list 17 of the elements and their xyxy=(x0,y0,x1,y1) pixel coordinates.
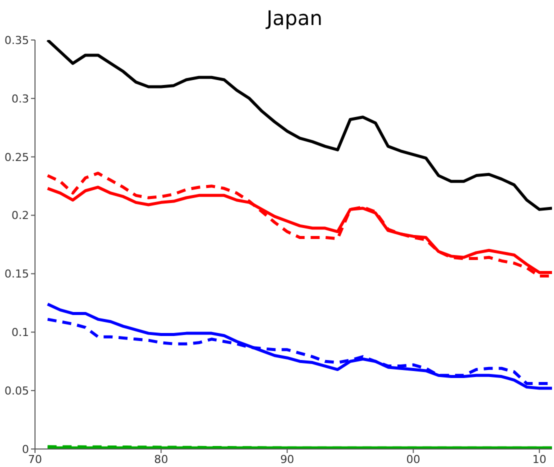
y-tick-label: 0.1 xyxy=(12,326,29,340)
line-series xyxy=(46,302,552,390)
y-tick-label: 0.25 xyxy=(4,150,29,164)
line-series xyxy=(46,172,552,278)
y-tick-label: 0.05 xyxy=(4,384,29,398)
x-tick-label: 00 xyxy=(406,452,420,466)
x-tick-label: 10 xyxy=(532,452,546,466)
y-tick-label: 0.35 xyxy=(4,34,29,47)
chart-title: Japan xyxy=(264,6,324,30)
x-tick-label: 90 xyxy=(280,452,294,466)
y-tick-label: 0.2 xyxy=(12,209,29,222)
y-tick-label: 0.3 xyxy=(12,92,29,106)
x-tick-label: 80 xyxy=(154,452,168,466)
x-tick-label: 70 xyxy=(28,452,42,466)
line-series xyxy=(46,40,552,211)
y-tick-label: 0 xyxy=(22,442,29,456)
y-tick-label: 0.15 xyxy=(4,268,29,281)
